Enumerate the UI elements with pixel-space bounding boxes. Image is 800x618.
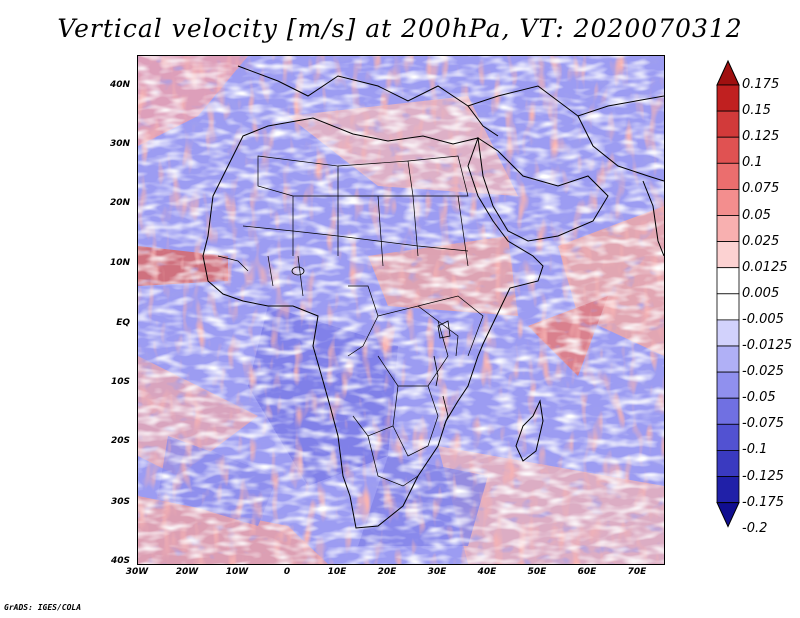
colorbar-level-label: 0.1: [742, 155, 763, 171]
lat-label-20s: 20S: [110, 436, 130, 446]
colorbar-top-arrow: [716, 59, 740, 86]
lon-label-20w: 20W: [175, 567, 199, 577]
colorbar-level-label: -0.175: [742, 494, 784, 510]
colorbar-level-label: -0.05: [742, 390, 776, 406]
lon-label-30e: 30E: [427, 567, 447, 577]
lat-label-40n: 40N: [109, 80, 130, 90]
colorbar-swatch: [716, 293, 740, 321]
vertical-velocity-field: [138, 56, 664, 564]
colorbar-level-label: 0.05: [742, 207, 771, 223]
colorbar-level-label: 0.025: [742, 233, 780, 249]
colorbar-level-label: -0.1: [742, 442, 768, 458]
map-title: Vertical velocity [m/s] at 200hPa, VT: 2…: [57, 14, 743, 43]
lakes: [291, 266, 451, 427]
lat-label-eq: EQ: [116, 318, 130, 328]
colorbar-swatch: [716, 267, 740, 295]
colorbar-level-label: -0.2: [742, 520, 768, 536]
colorbar-level-label: 0.0125: [742, 259, 788, 275]
lon-label-60e: 60E: [577, 567, 597, 577]
colorbar-level-label: 0.005: [742, 285, 780, 301]
colorbar-swatch: [716, 215, 740, 243]
lon-label-50e: 50E: [527, 567, 547, 577]
colorbar-swatch: [716, 423, 740, 451]
lon-label-10w: 10W: [225, 567, 249, 577]
lon-label-20e: 20E: [377, 567, 397, 577]
lat-label-40s: 40S: [110, 556, 130, 566]
colorbar-level-label: -0.025: [742, 364, 784, 380]
lon-label-70e: 70E: [627, 567, 647, 577]
colorbar-level-label: -0.0125: [742, 338, 793, 353]
lat-label-20n: 20N: [109, 198, 130, 208]
lat-label-30s: 30S: [110, 497, 130, 507]
colorbar-level-label: -0.005: [742, 311, 784, 327]
colorbar-swatch: [716, 319, 740, 347]
coastlines: [202, 65, 664, 529]
colorbar-level-label: 0.15: [742, 103, 771, 119]
country-borders: [217, 155, 484, 487]
colorbar-swatch: [716, 84, 740, 112]
colorbar-swatch: [716, 241, 740, 269]
colorbar-swatch: [716, 476, 740, 504]
colorbar-level-label: 0.075: [742, 181, 780, 197]
colorbar-level-label: 0.125: [742, 129, 780, 145]
colorbar-swatch: [716, 136, 740, 164]
lon-label-40e: 40E: [477, 567, 497, 577]
colorbar-swatch: [716, 188, 740, 216]
colorbar-swatch: [716, 449, 740, 477]
colorbar-swatch: [716, 162, 740, 190]
colorbar-swatch: [716, 371, 740, 399]
colorbar-swatch: [716, 397, 740, 425]
map-panel: [137, 55, 665, 565]
colorbar-bottom-arrow: [716, 502, 740, 528]
lat-label-10s: 10S: [110, 377, 130, 387]
lon-label-10e: 10E: [327, 567, 347, 577]
colorbar-swatch: [716, 110, 740, 138]
colorbar-level-label: -0.125: [742, 468, 784, 484]
colorbar-swatch: [716, 345, 740, 373]
colorbar: [716, 59, 740, 528]
colorbar-level-label: 0.175: [742, 77, 780, 92]
lon-label-30w: 30W: [125, 567, 149, 577]
colorbar-level-label: -0.075: [742, 416, 784, 432]
lat-label-10n: 10N: [109, 258, 130, 268]
grads-credit: GrADS: IGES/COLA: [4, 603, 82, 612]
lon-label-0: 0: [283, 567, 291, 577]
lat-label-30n: 30N: [109, 139, 130, 149]
